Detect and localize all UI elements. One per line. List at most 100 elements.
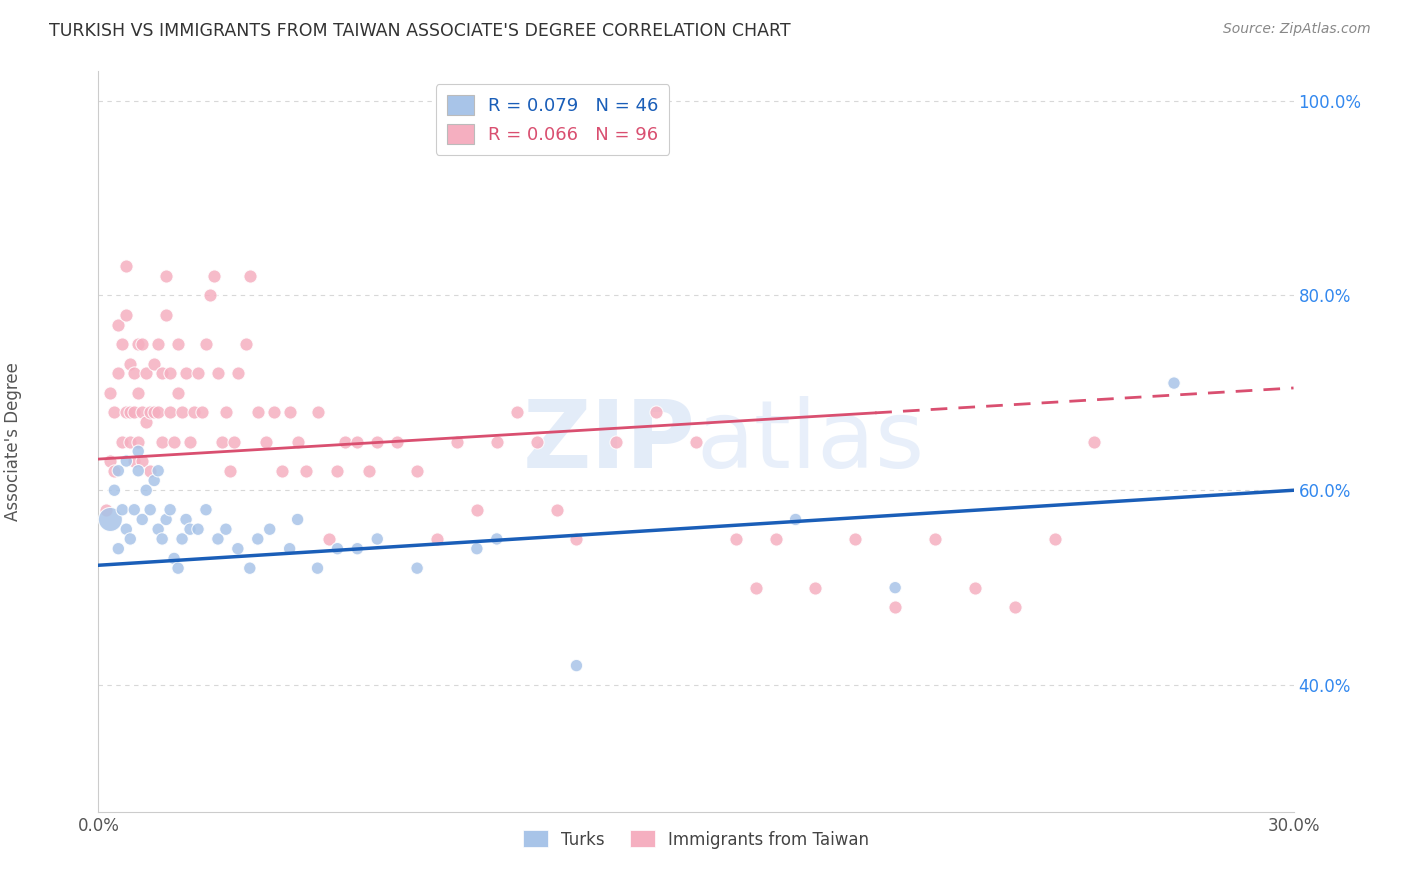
Point xyxy=(139,405,162,419)
Text: Source: ZipAtlas.com: Source: ZipAtlas.com xyxy=(1223,22,1371,37)
Point xyxy=(167,385,190,400)
Point xyxy=(124,454,146,468)
Point xyxy=(127,444,149,458)
Point xyxy=(318,532,340,546)
Point xyxy=(96,502,118,516)
Point xyxy=(103,464,125,478)
Text: ZIP: ZIP xyxy=(523,395,696,488)
Point xyxy=(155,512,177,526)
Point xyxy=(124,502,146,516)
Point xyxy=(115,454,138,468)
Point xyxy=(202,268,225,283)
Point xyxy=(172,405,194,419)
Point xyxy=(924,532,946,546)
Point xyxy=(98,385,122,400)
Point xyxy=(98,512,122,526)
Point xyxy=(211,434,233,449)
Point xyxy=(685,434,707,449)
Point xyxy=(294,464,316,478)
Point xyxy=(150,532,173,546)
Point xyxy=(127,434,149,449)
Point xyxy=(884,581,907,595)
Point xyxy=(1043,532,1066,546)
Point xyxy=(139,502,162,516)
Point xyxy=(270,464,292,478)
Point xyxy=(804,581,827,595)
Point xyxy=(485,532,508,546)
Point xyxy=(183,405,205,419)
Point xyxy=(278,405,301,419)
Point xyxy=(115,522,138,536)
Point xyxy=(103,405,125,419)
Point xyxy=(326,541,349,556)
Point xyxy=(526,434,548,449)
Point xyxy=(465,502,488,516)
Point xyxy=(195,337,218,351)
Point xyxy=(745,581,768,595)
Point xyxy=(406,561,429,575)
Point xyxy=(135,367,157,381)
Point xyxy=(287,434,309,449)
Point xyxy=(103,483,125,498)
Point xyxy=(179,434,201,449)
Point xyxy=(366,532,388,546)
Point xyxy=(1083,434,1105,449)
Point xyxy=(207,367,229,381)
Text: TURKISH VS IMMIGRANTS FROM TAIWAN ASSOCIATE'S DEGREE CORRELATION CHART: TURKISH VS IMMIGRANTS FROM TAIWAN ASSOCI… xyxy=(49,22,790,40)
Point xyxy=(884,600,907,615)
Point xyxy=(159,367,181,381)
Point xyxy=(346,434,368,449)
Point xyxy=(135,483,157,498)
Point xyxy=(465,541,488,556)
Point xyxy=(645,405,668,419)
Point xyxy=(222,434,245,449)
Point xyxy=(307,405,329,419)
Point xyxy=(159,502,181,516)
Point xyxy=(335,434,357,449)
Point xyxy=(115,308,138,322)
Point xyxy=(120,434,142,449)
Point xyxy=(139,464,162,478)
Point xyxy=(135,415,157,429)
Point xyxy=(446,434,468,449)
Point xyxy=(155,308,177,322)
Point xyxy=(346,541,368,556)
Point xyxy=(131,512,153,526)
Point xyxy=(1004,600,1026,615)
Point xyxy=(254,434,277,449)
Point xyxy=(127,464,149,478)
Point xyxy=(167,561,190,575)
Point xyxy=(307,561,329,575)
Point xyxy=(120,357,142,371)
Point xyxy=(163,434,186,449)
Point xyxy=(143,405,166,419)
Point xyxy=(124,367,146,381)
Point xyxy=(115,405,138,419)
Point xyxy=(187,367,209,381)
Point xyxy=(263,405,285,419)
Point xyxy=(159,405,181,419)
Point xyxy=(207,532,229,546)
Point xyxy=(150,367,173,381)
Point xyxy=(246,532,269,546)
Point xyxy=(148,405,170,419)
Point xyxy=(143,357,166,371)
Point xyxy=(111,337,134,351)
Point xyxy=(179,522,201,536)
Point xyxy=(187,522,209,536)
Point xyxy=(565,532,588,546)
Point xyxy=(120,405,142,419)
Point xyxy=(844,532,866,546)
Legend: Turks, Immigrants from Taiwan: Turks, Immigrants from Taiwan xyxy=(516,823,876,855)
Point xyxy=(148,464,170,478)
Point xyxy=(406,464,429,478)
Point xyxy=(259,522,281,536)
Point xyxy=(107,318,129,332)
Point xyxy=(219,464,242,478)
Point xyxy=(724,532,747,546)
Point xyxy=(148,337,170,351)
Point xyxy=(359,464,381,478)
Point xyxy=(111,502,134,516)
Point xyxy=(115,259,138,273)
Point xyxy=(546,502,568,516)
